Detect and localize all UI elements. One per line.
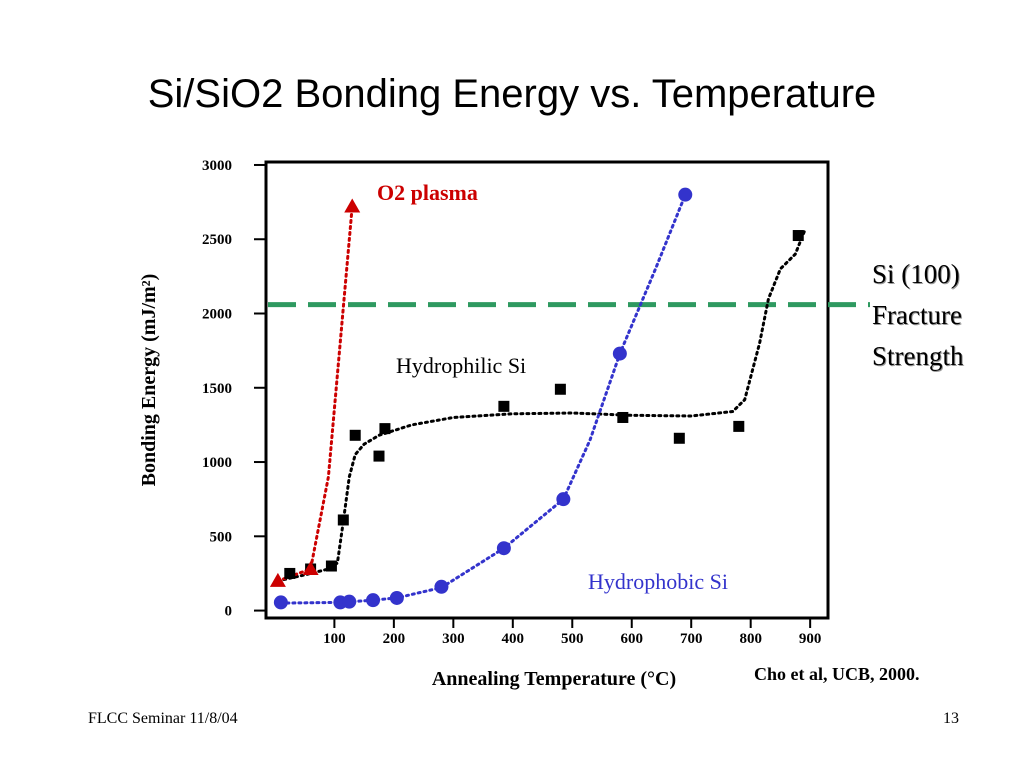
data-point-triangle [269,572,286,587]
data-point-square [325,560,337,572]
x-tick-label: 100 [323,631,346,647]
data-point-square [337,514,349,526]
data-point-circle [273,595,288,610]
fracture-strength-note: Si (100) Fracture Strength [872,254,964,377]
trend-line [276,230,806,583]
data-point-square [284,567,296,579]
annotation-o2-plasma: O2 plasma [377,180,478,205]
data-point-square [733,420,745,432]
y-tick-label: 0 [225,604,233,620]
x-tick-label: 900 [799,631,822,647]
side-note-line-3: Strength [872,341,964,371]
side-note-line-1: Si (100) [872,259,960,289]
data-point-square [379,423,391,435]
data-point-square [792,230,804,242]
data-point-square [349,429,361,441]
data-point-circle [389,590,404,605]
data-point-circle [556,492,571,507]
y-tick-label: 1500 [202,381,232,397]
x-axis-label: Annealing Temperature (°C) [432,668,676,690]
x-tick-label: 800 [739,631,762,647]
citation: Cho et al, UCB, 2000. [754,664,920,684]
annotation-hydrophilic: Hydrophilic Si [396,353,526,378]
data-point-circle [496,541,511,556]
x-tick-label: 600 [620,631,643,647]
data-point-square [554,383,566,395]
plot-frame [264,160,830,620]
x-tick-label: 300 [442,631,465,647]
data-point-triangle [344,198,361,213]
annotation-hydrophobic: Hydrophobic Si [588,569,728,594]
footer-seminar: FLCC Seminar 11/8/04 [88,710,238,727]
x-tick-label: 400 [502,631,525,647]
x-tick-label: 500 [561,631,584,647]
data-point-circle [612,346,627,361]
data-point-circle [434,579,449,594]
data-point-square [617,411,629,423]
y-tick-label: 3000 [202,158,232,174]
side-note-line-2: Fracture [872,300,962,330]
y-tick-label: 1000 [202,455,232,471]
x-tick-label: 700 [680,631,703,647]
data-point-square [498,400,510,412]
y-tick-label: 2500 [202,232,232,248]
data-point-circle [342,594,357,609]
page-number: 13 [943,710,959,727]
x-tick-label: 200 [383,631,406,647]
plot-layer: 0 500 1000 1500 2000 2500 3000 100 200 300 400 500 6… [202,158,870,647]
data-point-circle [678,187,693,202]
data-point-square [373,450,385,462]
y-tick-label: 2000 [202,307,232,323]
data-point-triangle [302,560,319,575]
y-axis-label: Bonding Energy (mJ/m²) [138,274,160,487]
slide-title: Si/SiO2 Bonding Energy vs. Temperature [147,72,877,116]
data-point-square [673,432,685,444]
y-tick-label: 500 [210,529,233,545]
data-point-circle [366,593,381,608]
